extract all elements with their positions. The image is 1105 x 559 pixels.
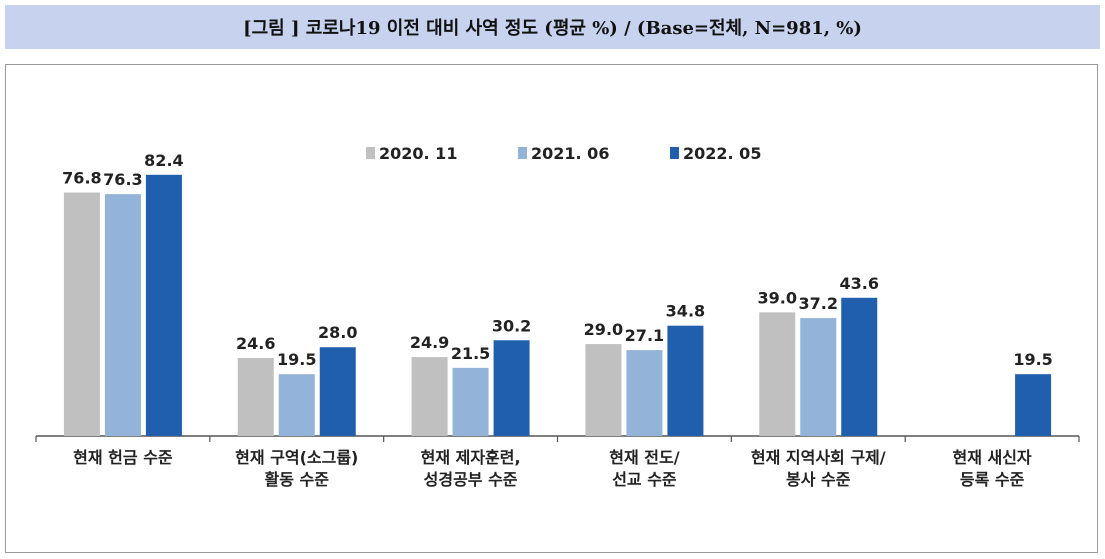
legend-label: 2021. 06 <box>531 144 609 163</box>
bar <box>493 340 530 436</box>
data-label: 82.4 <box>144 151 183 170</box>
data-label: 30.2 <box>492 316 531 335</box>
data-label: 34.8 <box>666 302 705 321</box>
bar <box>585 344 622 436</box>
bar <box>452 367 489 436</box>
data-label: 24.6 <box>236 334 275 353</box>
data-label: 76.3 <box>103 170 142 189</box>
bar <box>278 374 315 436</box>
data-label: 24.9 <box>410 333 449 352</box>
bar <box>319 347 356 436</box>
bar <box>800 318 837 436</box>
bar <box>104 194 141 436</box>
bar <box>63 192 100 436</box>
data-label: 19.5 <box>1013 350 1052 369</box>
category-label: 현재 지역사회 구제/봉사 수준 <box>751 448 886 489</box>
bar <box>145 174 182 436</box>
category-label: 현재 전도/선교 수준 <box>609 448 679 489</box>
bar <box>841 297 878 436</box>
legend-swatch <box>518 147 527 159</box>
data-label: 76.8 <box>62 169 101 188</box>
data-label: 21.5 <box>451 344 490 363</box>
category-label: 현재 헌금 수준 <box>73 448 173 467</box>
legend-swatch <box>366 147 375 159</box>
bar <box>1015 374 1052 436</box>
data-label: 39.0 <box>758 288 797 307</box>
bar <box>667 325 704 436</box>
data-label: 43.6 <box>840 274 879 293</box>
title-bar: [그림 ] 코로나19 이전 대비 사역 정도 (평균 %) / (Base=전… <box>5 5 1100 49</box>
legend-label: 2020. 11 <box>379 144 457 163</box>
legend-label: 2022. 05 <box>683 144 761 163</box>
category-label: 현재 제자훈련, 성경공부 수준 <box>421 448 521 489</box>
category-label: 현재 구역(소그룹) 활동 수준 <box>235 448 358 489</box>
chart-frame: 76.8 76.3 82.4 현재 헌금 수준 24.6 19.5 28.0 현재 구역(소그… <box>5 64 1098 553</box>
bar <box>759 312 796 436</box>
data-label: 27.1 <box>625 326 664 345</box>
data-label: 37.2 <box>799 294 838 313</box>
data-label: 29.0 <box>584 320 623 339</box>
chart-title: [그림 ] 코로나19 이전 대비 사역 정도 (평균 %) / (Base=전… <box>243 18 862 39</box>
category-label: 현재 새신자 등록 수준 <box>952 448 1031 489</box>
data-label: 19.5 <box>277 350 316 369</box>
bar <box>626 350 663 436</box>
bar <box>411 357 448 436</box>
data-label: 28.0 <box>318 323 357 342</box>
legend-swatch <box>670 147 679 159</box>
bar <box>237 358 274 436</box>
